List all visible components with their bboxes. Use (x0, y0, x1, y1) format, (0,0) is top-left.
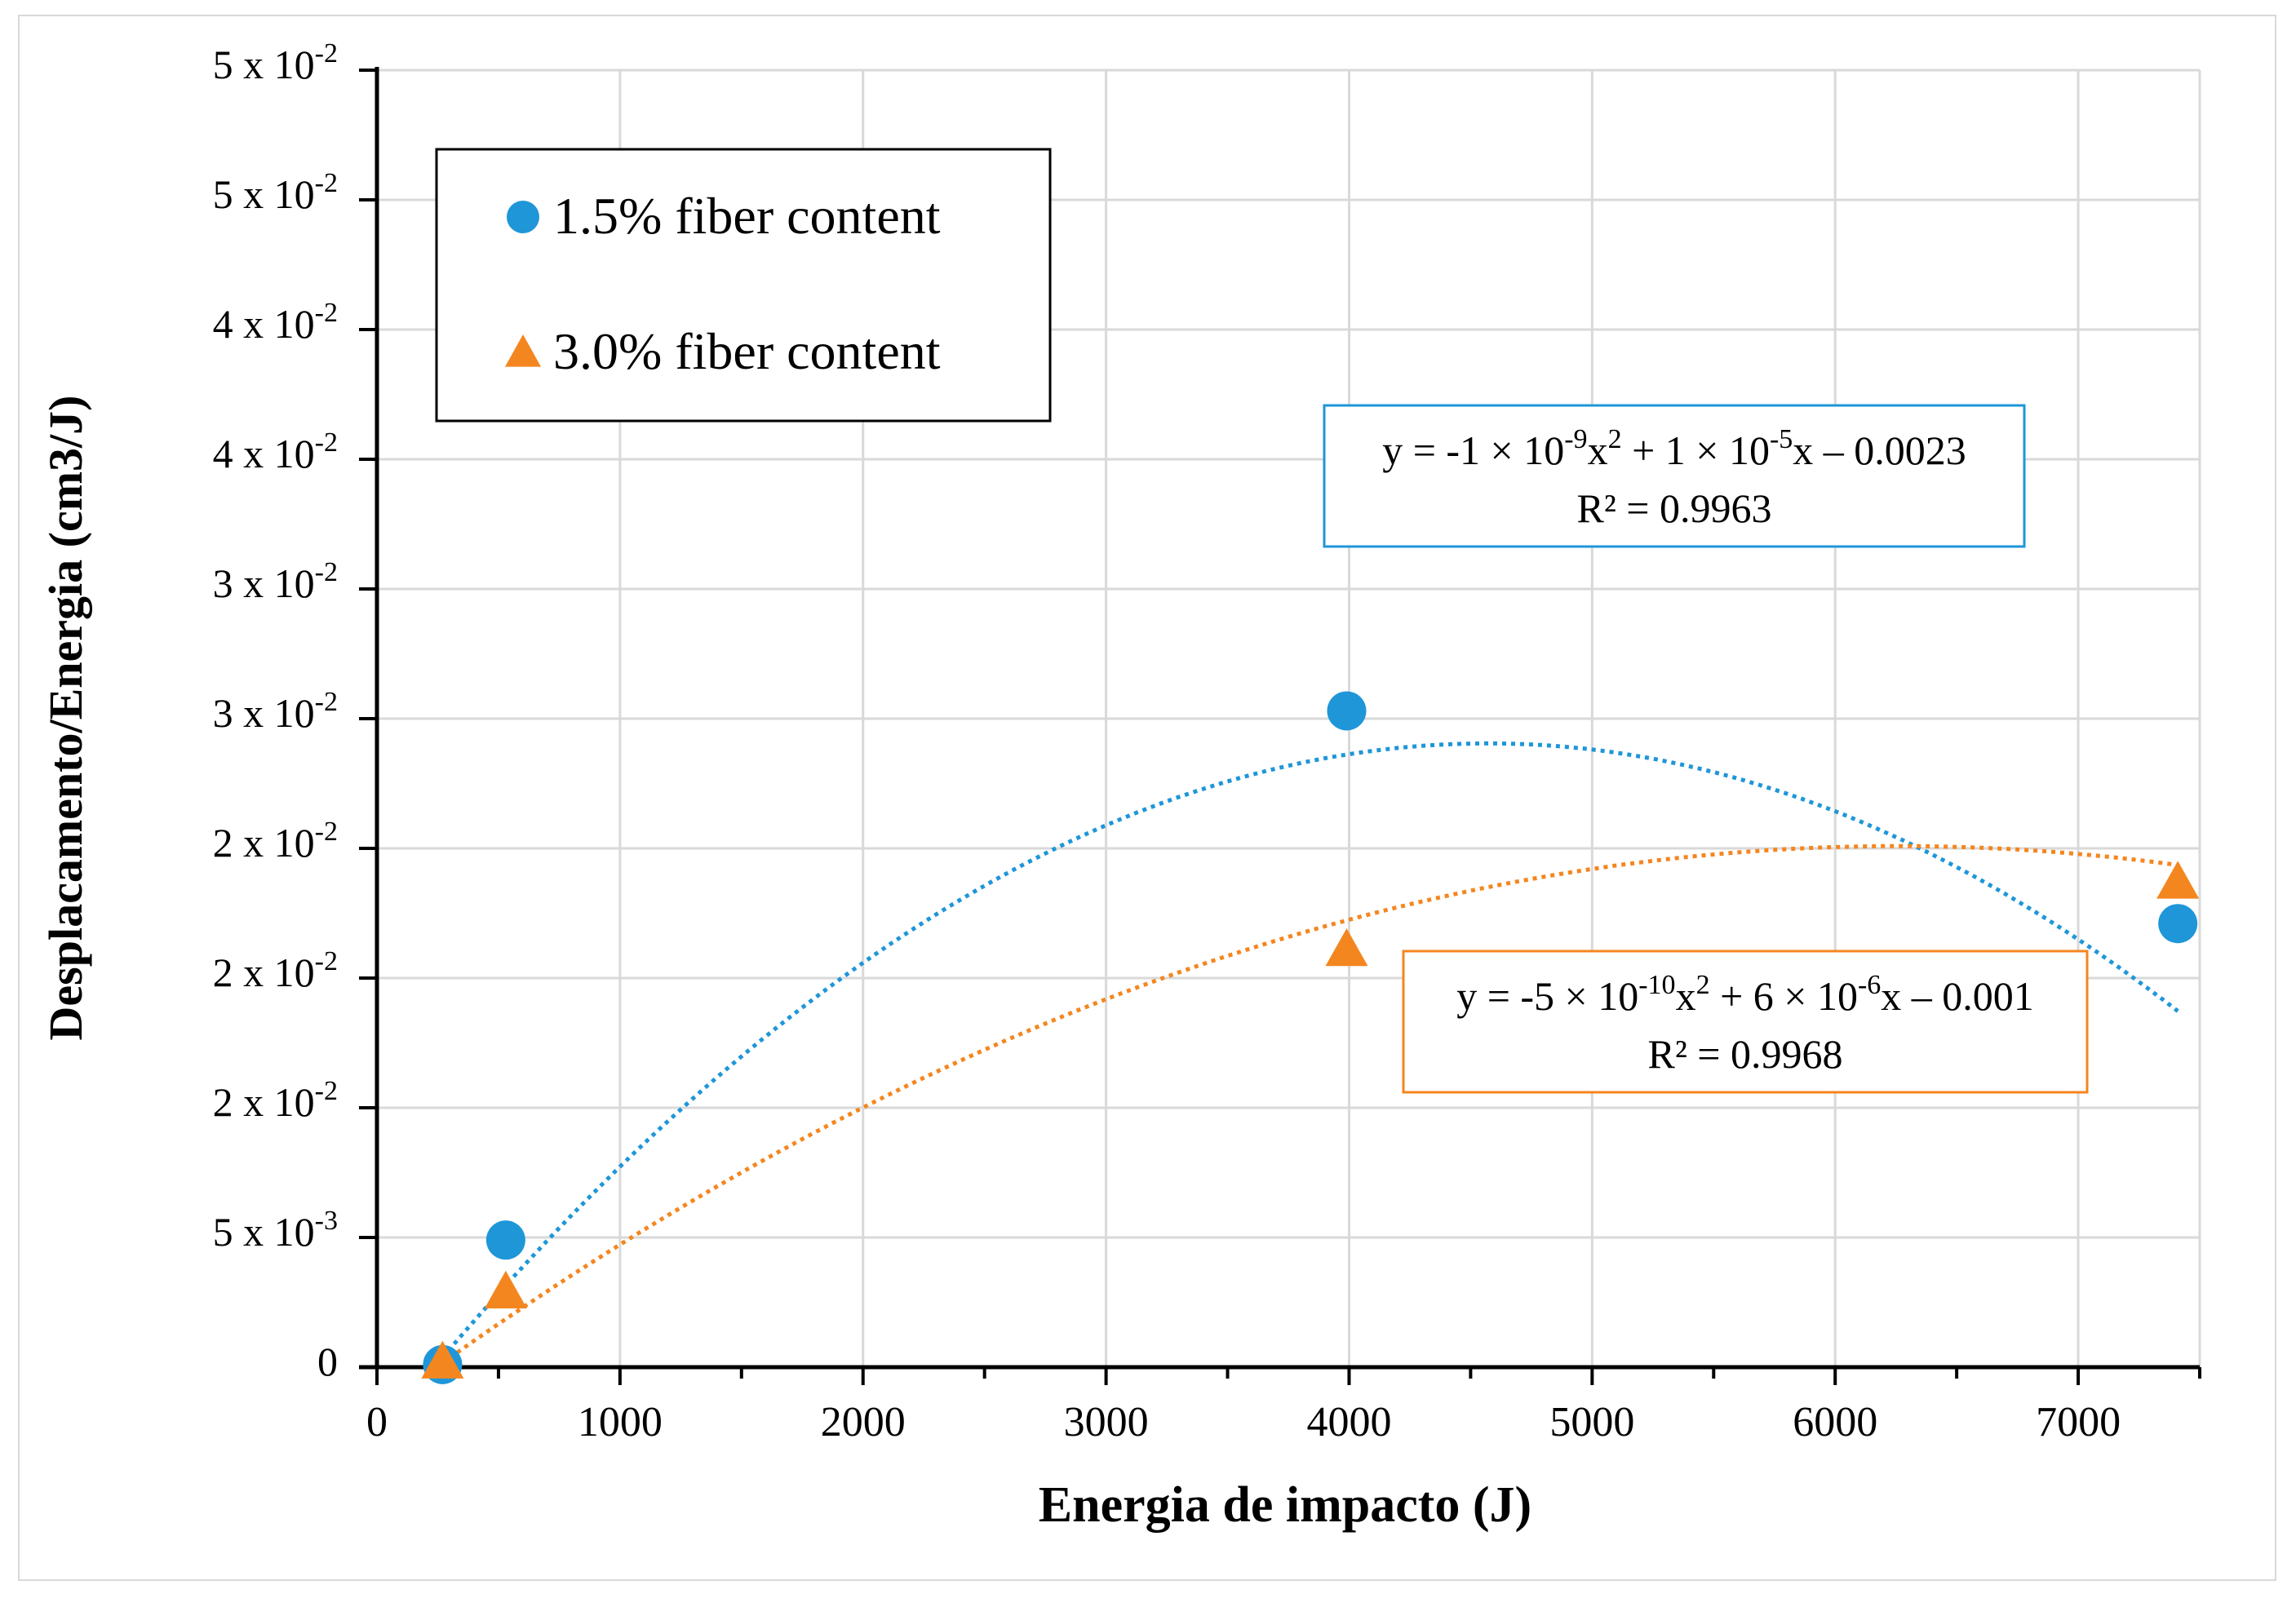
equation-text: y = -5 × 10-10x2 + 6 × 10-6x – 0.001 (1456, 970, 2034, 1019)
data-point-circle (2158, 904, 2198, 944)
y-tick-label: 4 x 10-2 (213, 427, 338, 476)
data-point-triangle (484, 1270, 527, 1309)
tick-labels: 0 1000 2000 3000 4000 5000 6000 7000 0 5 x 10-3 2 … (213, 38, 2121, 1445)
r-squared-text: R² = 0.9968 (1647, 1031, 1842, 1077)
x-tick-label: 7000 (2036, 1399, 2121, 1445)
r-squared-text: R² = 0.9963 (1576, 485, 1771, 531)
trendlines (441, 741, 2179, 1365)
y-tick-label: 3 x 10-2 (213, 687, 338, 736)
trendline (441, 843, 2179, 1365)
x-axis-title: Energia de impacto (J) (1039, 1477, 1531, 1533)
legend-box (435, 148, 1052, 423)
y-tick-label: 2 x 10-2 (213, 817, 338, 865)
chart-frame (18, 15, 2276, 1581)
legend: 1.5% fiber content 3.0% fiber content (435, 148, 1052, 423)
x-tick-label: 5000 (1549, 1399, 1634, 1445)
y-axis-title: Desplacamento/Energia (cm3/J) (39, 396, 92, 1041)
legend-triangle-icon (505, 334, 541, 367)
legend-label: 3.0% fiber content (553, 322, 941, 380)
x-tick-label: 4000 (1306, 1399, 1391, 1445)
data-point-circle (485, 1220, 525, 1260)
x-tick-label: 1000 (578, 1399, 663, 1445)
y-tick-label: 5 x 10-2 (213, 38, 338, 87)
data-markers (421, 691, 2200, 1384)
x-tick-label: 6000 (1793, 1399, 1877, 1445)
legend-circle-icon (507, 201, 539, 233)
gridlines (377, 69, 2201, 1367)
equation-annotations: y = -1 × 10-9x2 + 1 × 10-5x – 0.0023 R² =… (1323, 404, 2089, 1094)
data-point-triangle (1325, 928, 1368, 967)
y-tick-label: 5 x 10-3 (213, 1206, 338, 1255)
equation-text: y = -1 × 10-9x2 + 1 × 10-5x – 0.0023 (1382, 424, 1966, 473)
equation-box: y = -5 × 10-10x2 + 6 × 10-6x – 0.001 R² =… (1402, 950, 2089, 1094)
legend-label: 1.5% fiber content (553, 187, 941, 245)
y-tick-label: 2 x 10-2 (213, 946, 338, 995)
data-point-triangle (2156, 861, 2200, 899)
y-tick-label: 4 x 10-2 (213, 298, 338, 347)
equation-box: y = -1 × 10-9x2 + 1 × 10-5x – 0.0023 R² =… (1323, 404, 2026, 548)
data-point-circle (1327, 691, 1367, 731)
data-point-triangle (421, 1340, 464, 1379)
axes (359, 67, 2201, 1385)
x-tick-label: 0 (366, 1399, 388, 1445)
x-tick-label: 3000 (1064, 1399, 1149, 1445)
y-tick-label: 3 x 10-2 (213, 557, 338, 606)
x-tick-label: 2000 (821, 1399, 906, 1445)
y-tick-label: 0 (317, 1339, 338, 1384)
y-tick-label: 2 x 10-2 (213, 1076, 338, 1125)
y-tick-label: 5 x 10-2 (213, 168, 338, 217)
